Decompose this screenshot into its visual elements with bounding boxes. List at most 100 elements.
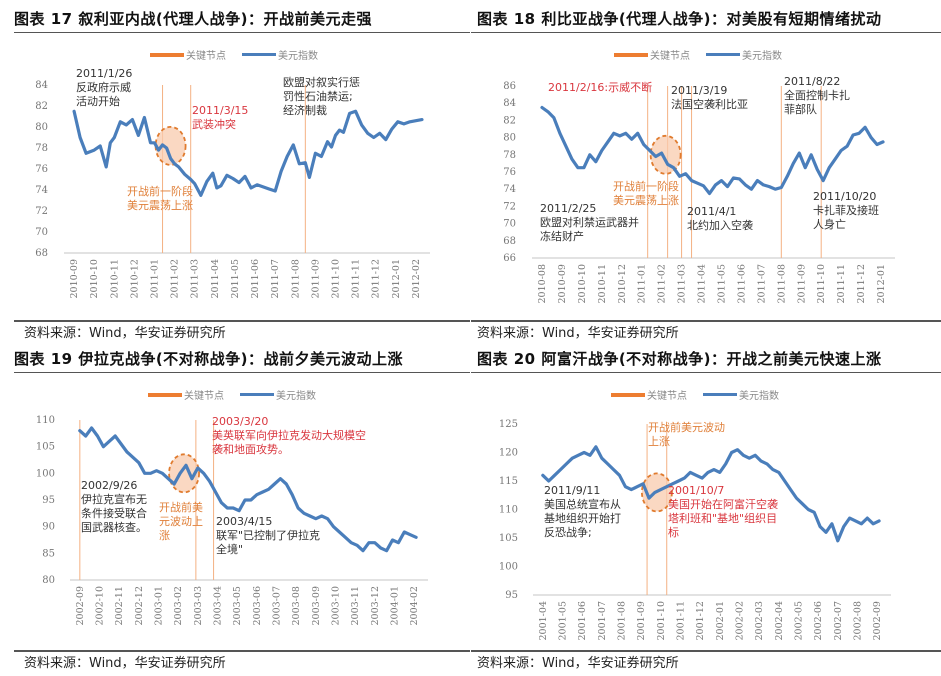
annotation-line: 条件接受联合	[81, 507, 147, 520]
annotation-line: 2011/2/16:示威不断	[548, 81, 653, 94]
x-tick-label: 2011-02	[170, 259, 181, 298]
annotation-line: 2003/3/20	[212, 415, 269, 428]
annotation-line: 活动开始	[76, 95, 120, 108]
x-tick-label: 2010-10	[89, 259, 100, 298]
source-divider	[471, 320, 941, 322]
x-tick-label: 2002-09	[75, 586, 86, 625]
x-tick-label: 2002-05	[794, 601, 805, 640]
figure-title: 图表 17 叙利亚内战(代理人战争)：开战前美元走强	[14, 10, 373, 28]
usd-index-line	[541, 445, 881, 543]
y-tick-label: 74	[503, 184, 516, 195]
annotation-line: 2011/3/15	[192, 104, 249, 117]
annotation-line: 2011/9/11	[544, 484, 601, 497]
annotation-line: 法国空袭利比亚	[671, 98, 748, 111]
source-divider	[14, 650, 470, 652]
x-tick-label: 2002-12	[134, 586, 145, 625]
annotation-line: 2011/3/19	[671, 84, 728, 97]
x-tick-label: 2010-12	[129, 259, 140, 298]
x-tick-label: 2011-09	[310, 259, 321, 298]
annotation-line: 菲部队	[784, 103, 817, 116]
annotation-line: 2011/8/22	[784, 75, 841, 88]
annotation-line: 美元震荡上涨	[613, 194, 679, 207]
annotation-2011-10-20: 2011/10/20 卡扎菲及接班 人身亡	[813, 190, 879, 232]
x-tick-label: 2003-10	[331, 586, 342, 625]
y-tick-label: 95	[42, 495, 55, 506]
x-tick-label: 2001-04	[538, 601, 549, 640]
x-tick-label: 2011-02	[657, 264, 668, 303]
x-tick-label: 2011-04	[210, 259, 221, 298]
annotation-line: 开战前一阶段	[613, 180, 679, 193]
x-tick-label: 2001-10	[656, 601, 667, 640]
x-tick-label: 2002-08	[853, 601, 864, 640]
x-tick-label: 2002-06	[813, 601, 824, 640]
annotation-line: 反恐战争;	[544, 526, 592, 539]
x-tick-label: 2011-01	[637, 264, 648, 303]
figure-17-panel: 图表 17 叙利亚内战(代理人战争)：开战前美元走强 关键节点 美元指数 68 7…	[0, 0, 470, 341]
annotation-2011-2-25: 2011/2/25 欧盟对利禁运武器并 冻结财产	[540, 202, 639, 244]
annotation-eu-sanctions: 欧盟对叙实行惩 罚性石油禁运; 经济制裁	[283, 76, 360, 118]
x-tick-label: 2001-11	[676, 601, 687, 640]
annotation-line: 经济制裁	[283, 104, 327, 117]
y-tick-label: 105	[36, 442, 55, 453]
annotation-2011-3-15: 2011/3/15 武装冲突	[192, 104, 248, 132]
y-tick-label: 110	[36, 415, 55, 426]
x-tick-label: 2011-07	[270, 259, 281, 298]
x-tick-label: 2011-05	[716, 264, 727, 303]
annotation-line: 美元震荡上涨	[127, 199, 193, 212]
legend-swatch-key-node	[148, 392, 182, 397]
legend-label-usd-index: 美元指数	[742, 51, 782, 62]
x-tick-label: 2011-05	[230, 259, 241, 298]
figure-20-panel: 图表 20 阿富汗战争(不对称战争)：开战之前美元快速上涨 关键节点 美元指数 …	[471, 340, 941, 676]
x-tick-label: 2003-07	[272, 586, 283, 625]
y-tick-label: 95	[505, 590, 518, 601]
y-tick-label: 76	[503, 167, 516, 178]
y-tick-label: 68	[35, 248, 48, 259]
legend-swatch-key-node	[614, 52, 648, 57]
title-divider	[471, 372, 941, 373]
highlight-circle	[649, 134, 682, 175]
legend-swatch-key-node	[611, 392, 645, 397]
y-tick-label: 110	[499, 505, 518, 516]
y-tick-label: 100	[499, 562, 518, 573]
y-tick-label: 68	[503, 236, 516, 247]
legend-label-usd-index: 美元指数	[278, 51, 318, 62]
legend-label-key-node: 关键节点	[647, 391, 687, 402]
y-tick-label: 78	[503, 150, 516, 161]
annotation-2011-1-26: 2011/1/26 反政府示威 活动开始	[76, 67, 132, 109]
x-tick-label: 2011-06	[250, 259, 261, 298]
x-tick-label: 2011-11	[351, 259, 362, 298]
x-tick-label: 2011-10	[816, 264, 827, 303]
annotation-line: 美国总统宣布从	[544, 498, 621, 511]
annotation-line: 罚性石油禁运;	[283, 90, 353, 103]
source-divider	[471, 650, 941, 652]
x-tick-label: 2012-02	[411, 259, 422, 298]
x-tick-label: 2002-02	[735, 601, 746, 640]
x-tick-label: 2003-03	[193, 586, 204, 625]
title-divider	[471, 32, 941, 33]
y-tick-label: 78	[35, 143, 48, 154]
x-tick-label: 2003-02	[173, 586, 184, 625]
annotation-line: 开战前美元波动	[648, 421, 725, 434]
annotation-line: 2002/9/26	[81, 479, 138, 492]
source-note: 资料来源：Wind，华安证券研究所	[24, 656, 226, 671]
legend-swatch-usd-index	[242, 53, 276, 56]
x-tick-label: 2004-01	[390, 586, 401, 625]
annotation-line: 联军"已控制了伊拉克	[216, 529, 321, 542]
x-tick-label: 2003-12	[370, 586, 381, 625]
annotation-2001-10-7: 2001/10/7 美国开始在阿富汗空袭 塔利班和"基地"组织目 标	[668, 484, 778, 540]
x-tick-label: 2001-05	[558, 601, 569, 640]
x-tick-label: 2001-12	[695, 601, 706, 640]
x-tick-label: 2011-07	[756, 264, 767, 303]
annotation-line: 国武器核查。	[81, 521, 147, 534]
annotation-line: 欧盟对利禁运武器并	[540, 216, 639, 229]
annotation-line: 开战前一阶段	[127, 185, 193, 198]
x-tick-label: 2011-10	[331, 259, 342, 298]
x-tick-label: 2010-11	[597, 264, 608, 303]
source-note: 资料来源：Wind，华安证券研究所	[477, 326, 679, 341]
x-tick-label: 2002-09	[872, 601, 883, 640]
line-chart-19: 80 85 90 95 100 105 110 2002-09 2002-10 2002-11 20…	[36, 415, 428, 625]
x-tick-label: 2003-05	[232, 586, 243, 625]
source-divider	[14, 320, 470, 322]
y-tick-label: 82	[35, 101, 48, 112]
x-tick-label: 2004-02	[409, 586, 420, 625]
